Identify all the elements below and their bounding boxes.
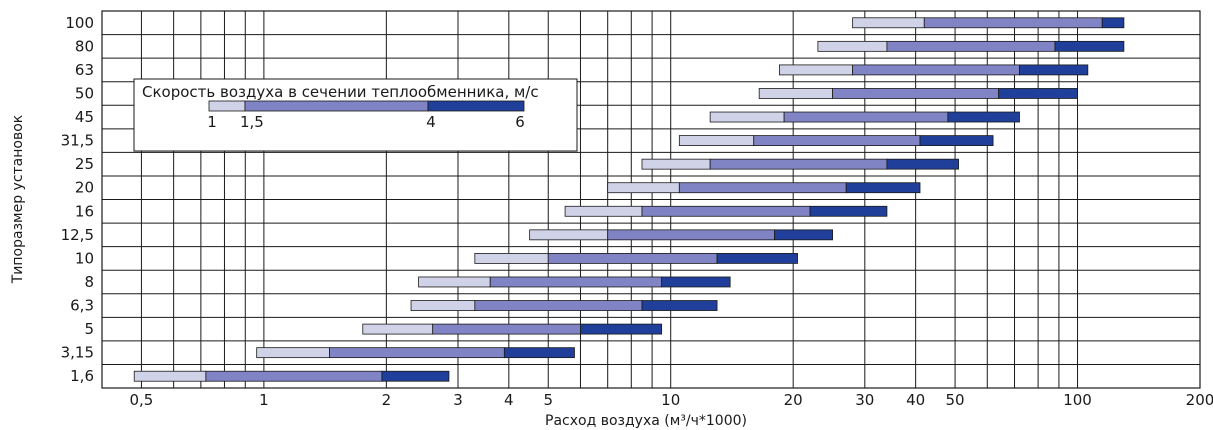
x-tick-label: 200 — [1186, 391, 1213, 409]
bar-segment — [1054, 40, 1125, 52]
bar-segment — [809, 205, 888, 217]
bar-segment — [641, 300, 718, 311]
legend-swatch — [427, 100, 525, 112]
bar-segment — [564, 205, 643, 217]
bar-segment — [580, 323, 663, 335]
y-tick-label: 1,6 — [70, 367, 94, 385]
bar-segment — [641, 205, 811, 217]
bar-segment — [947, 111, 1020, 123]
legend: Скорость воздуха в сечении теплообменник… — [133, 78, 578, 152]
legend-tick-label: 6 — [515, 113, 525, 131]
bar-segment — [474, 253, 549, 264]
bar-segment — [529, 229, 609, 241]
legend-tick-label: 4 — [426, 113, 436, 131]
x-tick-label: 10 — [661, 391, 680, 409]
x-tick-label: 5 — [543, 391, 553, 409]
bar-segment — [886, 40, 1056, 52]
x-tick-label: 20 — [784, 391, 803, 409]
bar-segment — [678, 135, 755, 146]
bars — [133, 17, 1125, 382]
bar-segment — [998, 88, 1078, 99]
y-tick-label: 31,5 — [61, 132, 94, 150]
bar-segment — [503, 347, 575, 359]
bar-segment — [381, 370, 450, 382]
x-axis-label: Расход воздуха (м³/ч*1000) — [545, 413, 747, 429]
y-tick-label: 6,3 — [70, 297, 94, 315]
y-tick-label: 10 — [75, 249, 94, 267]
legend-box — [133, 78, 578, 152]
bar-segment — [256, 347, 330, 359]
bar-segment — [547, 253, 718, 264]
bar-segment — [474, 300, 643, 311]
y-tick-label: 5 — [84, 320, 94, 338]
x-tick-label: 3 — [453, 391, 463, 409]
y-tick-label: 25 — [75, 155, 94, 173]
bar-segment — [1101, 17, 1125, 29]
y-tick-label: 20 — [75, 179, 94, 197]
x-tick-label: 0,5 — [129, 391, 153, 409]
bar-segment — [845, 182, 921, 194]
bar-segment — [919, 135, 994, 146]
bar-segment — [886, 158, 959, 170]
y-tick-labels: 100 80 63 50 45 31,5 25 20 16 12,5 10 8 6,3 5 3,15 1,6 — [61, 14, 94, 385]
x-tick-label: 100 — [1063, 391, 1092, 409]
y-tick-label: 12,5 — [61, 226, 94, 244]
bar-segment — [832, 88, 1000, 99]
x-tick-label: 1 — [259, 391, 269, 409]
y-tick-label: 80 — [75, 37, 94, 55]
bar-segment — [709, 111, 785, 123]
y-tick-label: 50 — [75, 84, 94, 102]
y-tick-label: 100 — [65, 14, 94, 32]
bar-segment — [362, 323, 434, 335]
y-tick-label: 63 — [75, 61, 94, 79]
bar-segment — [607, 229, 775, 241]
bar-segment — [774, 229, 834, 241]
y-tick-label: 16 — [75, 202, 94, 220]
bar-segment — [418, 276, 491, 288]
bar-segment — [758, 88, 834, 99]
x-tick-label: 50 — [946, 391, 965, 409]
legend-swatch — [244, 100, 429, 112]
bar-segment — [641, 158, 711, 170]
bar-segment — [489, 276, 663, 288]
bar-segment — [852, 17, 925, 29]
bar-segment — [783, 111, 949, 123]
bar-segment — [205, 370, 383, 382]
x-tick-labels: 0,5 1 2 3 4 5 10 20 30 40 50 100 200 — [129, 391, 1213, 409]
x-tick-label: 4 — [504, 391, 514, 409]
bar-segment — [923, 17, 1103, 29]
bar-segment — [661, 276, 731, 288]
bar-segment — [716, 253, 798, 264]
bar-segment — [1019, 64, 1089, 76]
bar-segment — [753, 135, 921, 146]
y-axis-label: Типоразмер установок — [10, 115, 26, 285]
legend-tick-label: 1 — [207, 113, 217, 131]
bar-segment — [607, 182, 680, 194]
bar-segment — [852, 64, 1020, 76]
bar-segment — [432, 323, 581, 335]
bar-segment — [329, 347, 505, 359]
bar-segment — [410, 300, 476, 311]
bar-segment — [817, 40, 888, 52]
y-tick-label: 3,15 — [61, 344, 94, 362]
x-tick-label: 40 — [906, 391, 925, 409]
legend-tick-label: 1,5 — [240, 113, 264, 131]
legend-title: Скорость воздуха в сечении теплообменник… — [142, 83, 539, 101]
x-tick-label: 2 — [382, 391, 392, 409]
bar-segment — [709, 158, 888, 170]
bar-segment — [678, 182, 847, 194]
y-tick-label: 8 — [84, 273, 94, 291]
y-tick-label: 45 — [75, 108, 94, 126]
x-tick-label: 30 — [855, 391, 874, 409]
bar-segment — [779, 64, 854, 76]
legend-swatch — [208, 100, 246, 112]
bar-segment — [133, 370, 207, 382]
